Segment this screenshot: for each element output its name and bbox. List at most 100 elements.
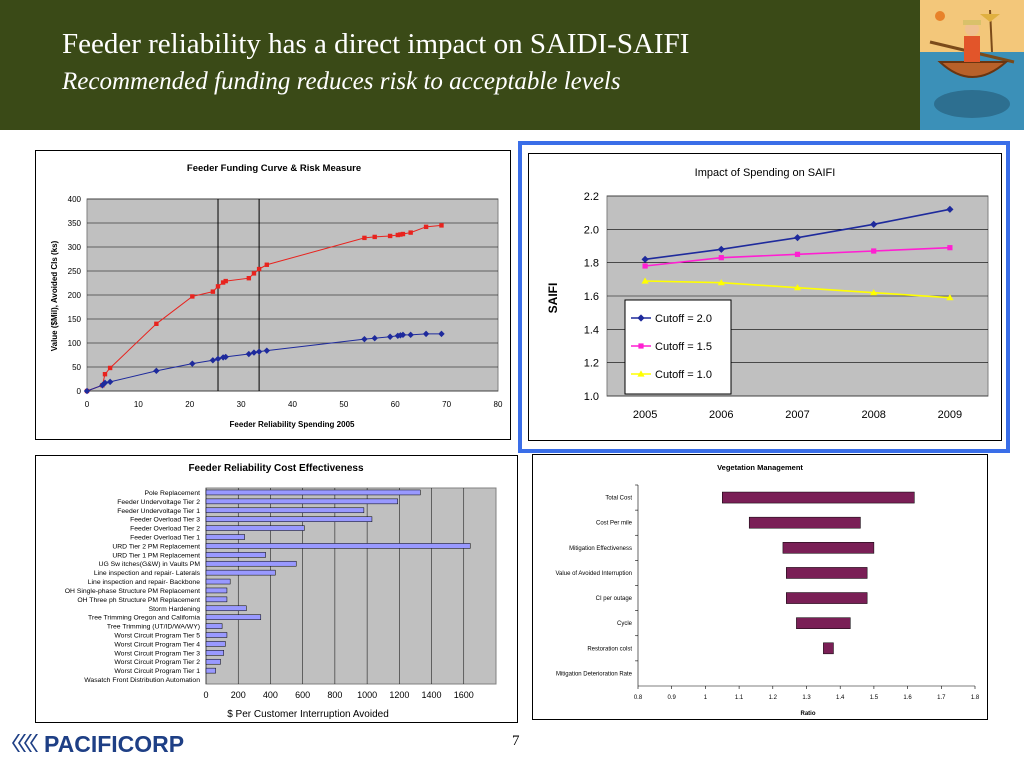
data-point xyxy=(264,262,270,267)
data-point xyxy=(154,321,159,326)
rowboat-illustration-icon xyxy=(920,0,1024,130)
y-tick-label: 250 xyxy=(68,267,82,276)
funding-curve-chart-frame: Feeder Funding Curve & Risk Measure Valu… xyxy=(35,150,511,440)
y-tick-label: 300 xyxy=(68,243,82,252)
x-tick-label: 600 xyxy=(295,690,310,700)
data-point xyxy=(99,382,106,389)
y-tick-label: 1.2 xyxy=(584,358,599,370)
category-label: UG Sw itches(G&W) in Vaults PM xyxy=(99,561,201,568)
data-point xyxy=(438,330,445,338)
bar xyxy=(205,650,224,656)
bar xyxy=(205,614,262,620)
x-tick-label: 400 xyxy=(263,690,278,700)
bar xyxy=(205,658,221,665)
data-point xyxy=(106,378,114,386)
y-tick-label: 150 xyxy=(68,315,82,324)
bar xyxy=(205,632,228,638)
data-point xyxy=(153,367,160,375)
slide-title: Feeder reliability has a direct impact o… xyxy=(62,28,690,60)
y-tick-label: 2.0 xyxy=(584,224,599,236)
category-label: URD Tier 2 PM Replacement xyxy=(112,543,200,550)
bar xyxy=(205,534,245,540)
category-label: Restoration colst xyxy=(587,646,632,652)
range-bar xyxy=(786,567,868,579)
data-point xyxy=(223,278,228,284)
x-axis-label: Feeder Reliability Spending 2005 xyxy=(230,420,355,429)
x-tick-label: 1.7 xyxy=(937,695,946,701)
data-point xyxy=(717,245,725,253)
bar xyxy=(205,507,365,514)
x-tick-label: 10 xyxy=(134,400,143,409)
cost-effectiveness-chart: Feeder Reliability Cost Effectiveness $ … xyxy=(65,463,497,720)
y-tick-label: 400 xyxy=(68,195,82,204)
data-point xyxy=(263,347,271,354)
page-number: 7 xyxy=(512,733,520,749)
y-tick-label: 100 xyxy=(68,339,82,348)
legend-marker xyxy=(637,314,645,322)
bar xyxy=(205,498,398,505)
cost-effectiveness-chart-frame: Feeder Reliability Cost Effectiveness $ … xyxy=(35,455,518,723)
x-tick-label: 1.4 xyxy=(836,695,845,701)
category-label: CI per outage xyxy=(596,596,633,602)
pacificorp-logo: PACIFICORP xyxy=(8,726,218,760)
bar xyxy=(205,667,216,674)
y-tick-label: 200 xyxy=(68,291,82,300)
data-point xyxy=(102,372,108,377)
range-bar xyxy=(796,617,851,629)
category-label: Worst Circuit Program Tier 5 xyxy=(114,633,200,640)
category-label: Cycle xyxy=(617,621,633,627)
data-point xyxy=(641,277,649,284)
slide-subtitle: Recommended funding reduces risk to acce… xyxy=(62,68,621,95)
category-label: OH Single-phase Structure PM Replacement xyxy=(65,588,200,595)
data-point xyxy=(256,266,262,272)
range-bar xyxy=(782,542,875,554)
x-tick-label: 30 xyxy=(237,400,246,409)
data-point xyxy=(408,230,413,235)
data-point xyxy=(398,232,403,237)
data-point xyxy=(395,232,401,238)
category-label: Mitigation Deterioration Rate xyxy=(556,671,633,677)
chart-title: Feeder Funding Curve & Risk Measure xyxy=(187,163,361,174)
data-point xyxy=(870,220,878,228)
data-point xyxy=(946,294,954,301)
x-tick-label: 1.8 xyxy=(971,695,980,701)
category-label: Tree Trimming (UT/ID/WA/WY) xyxy=(107,624,200,631)
category-label: Line inspection and repair- Laterals xyxy=(94,570,201,577)
data-point xyxy=(190,294,195,299)
title-banner: Feeder reliability has a direct impact o… xyxy=(0,0,1024,130)
vegetation-management-chart: Vegetation Management Ratio 0.8 0.9 1 1.1 1.… xyxy=(556,463,980,717)
data-point xyxy=(400,231,406,237)
category-label: Line inspection and repair- Backbone xyxy=(88,579,200,586)
saifi-highlight-frame: Impact of Spending on SAIFI SAIFI 1.0 1.2… xyxy=(518,141,1010,453)
data-point xyxy=(222,353,229,361)
bar xyxy=(205,560,297,567)
data-point xyxy=(642,263,648,269)
bar xyxy=(205,605,247,612)
category-label: Storm Hardening xyxy=(149,606,201,613)
data-point xyxy=(250,349,258,356)
data-point xyxy=(215,284,221,289)
category-label: Cost Per mile xyxy=(596,521,633,527)
data-point xyxy=(870,289,878,296)
chart-title: Feeder Reliability Cost Effectiveness xyxy=(188,463,364,474)
data-point xyxy=(793,234,802,242)
bar xyxy=(205,543,471,549)
data-point xyxy=(220,280,226,285)
data-point xyxy=(423,224,429,230)
category-label: Worst Circuit Program Tier 4 xyxy=(114,641,200,648)
range-bar xyxy=(748,516,861,529)
bar xyxy=(205,596,228,603)
bar xyxy=(205,516,373,522)
x-tick-label: 1.3 xyxy=(802,695,811,701)
category-label: Wasatch Front Distribution Automation xyxy=(84,677,200,684)
y-tick-label: 2.2 xyxy=(584,191,599,203)
category-label: Pole Replacement xyxy=(144,490,200,497)
data-point xyxy=(189,360,196,367)
y-tick-label: 1.0 xyxy=(584,391,599,403)
data-point xyxy=(718,255,724,261)
x-tick-label: 1.5 xyxy=(870,695,879,701)
data-point xyxy=(794,251,801,257)
bar xyxy=(205,641,226,647)
x-tick-label: 2006 xyxy=(709,409,733,421)
x-tick-label: 2007 xyxy=(785,409,809,421)
